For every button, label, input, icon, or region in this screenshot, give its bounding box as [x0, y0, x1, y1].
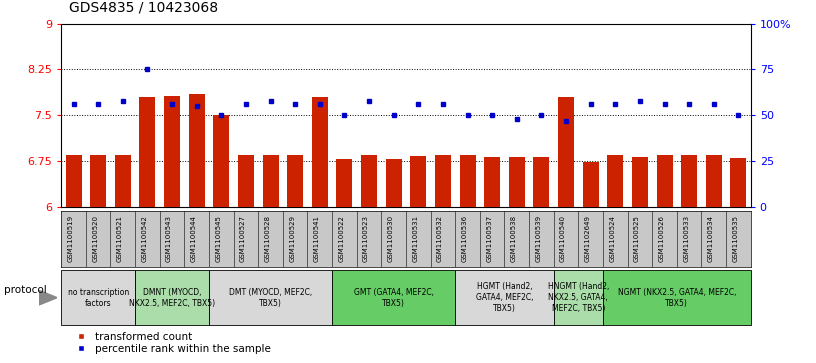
Bar	[435, 155, 451, 207]
Bar	[534, 157, 549, 207]
Bar	[312, 97, 328, 207]
Bar	[607, 155, 623, 207]
Bar	[140, 97, 155, 207]
Text: DMNT (MYOCD,
NKX2.5, MEF2C, TBX5): DMNT (MYOCD, NKX2.5, MEF2C, TBX5)	[129, 287, 215, 308]
Text: NGMT (NKX2.5, GATA4, MEF2C,
TBX5): NGMT (NKX2.5, GATA4, MEF2C, TBX5)	[618, 287, 736, 308]
Text: GSM1100535: GSM1100535	[733, 215, 738, 262]
Text: GSM1100521: GSM1100521	[117, 215, 122, 262]
Text: GMT (GATA4, MEF2C,
TBX5): GMT (GATA4, MEF2C, TBX5)	[353, 287, 433, 308]
Text: GSM1100524: GSM1100524	[610, 215, 615, 262]
Bar	[632, 157, 648, 207]
Text: GSM1100529: GSM1100529	[289, 215, 295, 262]
Text: GSM1100522: GSM1100522	[339, 215, 344, 262]
Text: GSM1100541: GSM1100541	[314, 215, 320, 262]
Text: GSM1100533: GSM1100533	[683, 215, 690, 262]
Bar	[455, 270, 554, 325]
Text: GSM1100520: GSM1100520	[92, 215, 98, 262]
Text: GSM1100543: GSM1100543	[166, 215, 172, 262]
Text: GSM1100540: GSM1100540	[560, 215, 566, 262]
Text: GSM1100528: GSM1100528	[264, 215, 271, 262]
Text: GSM1100526: GSM1100526	[659, 215, 664, 262]
Bar	[558, 97, 574, 207]
Bar	[508, 157, 525, 207]
Bar	[164, 96, 180, 207]
Text: GSM1100519: GSM1100519	[68, 215, 73, 262]
Bar	[583, 162, 599, 207]
Bar	[90, 155, 106, 207]
Bar	[209, 270, 332, 325]
Text: GSM1100525: GSM1100525	[634, 215, 640, 262]
Text: GSM1100536: GSM1100536	[462, 215, 468, 262]
Bar	[188, 94, 205, 207]
Bar	[706, 155, 722, 207]
Text: GSM1100532: GSM1100532	[437, 215, 443, 262]
Bar	[332, 270, 455, 325]
Bar	[386, 159, 401, 207]
Text: no transcription
factors: no transcription factors	[68, 287, 129, 308]
Text: GDS4835 / 10423068: GDS4835 / 10423068	[69, 0, 219, 15]
Text: GSM1100530: GSM1100530	[388, 215, 393, 262]
Polygon shape	[39, 290, 57, 305]
Bar	[361, 155, 377, 207]
Bar	[657, 155, 672, 207]
Text: GSM1100527: GSM1100527	[240, 215, 246, 262]
Bar	[410, 156, 426, 207]
Bar	[61, 270, 135, 325]
Text: GSM1102649: GSM1102649	[584, 215, 591, 262]
Bar	[554, 270, 603, 325]
Bar	[603, 270, 751, 325]
Text: GSM1100523: GSM1100523	[363, 215, 369, 262]
Text: GSM1100542: GSM1100542	[141, 215, 148, 262]
Bar	[263, 155, 278, 207]
Text: GSM1100539: GSM1100539	[535, 215, 541, 262]
Text: GSM1100545: GSM1100545	[215, 215, 221, 262]
Bar	[213, 115, 229, 207]
Text: HGMT (Hand2,
GATA4, MEF2C,
TBX5): HGMT (Hand2, GATA4, MEF2C, TBX5)	[476, 282, 533, 313]
Text: DMT (MYOCD, MEF2C,
TBX5): DMT (MYOCD, MEF2C, TBX5)	[229, 287, 313, 308]
Legend: transformed count, percentile rank within the sample: transformed count, percentile rank withi…	[66, 327, 274, 358]
Bar	[287, 155, 304, 207]
Text: GSM1100534: GSM1100534	[707, 215, 714, 262]
Text: GSM1100544: GSM1100544	[191, 215, 197, 262]
Text: GSM1100538: GSM1100538	[511, 215, 517, 262]
Text: GSM1100531: GSM1100531	[412, 215, 419, 262]
Bar	[484, 157, 500, 207]
Bar	[115, 155, 131, 207]
Bar	[238, 155, 254, 207]
Text: protocol: protocol	[4, 285, 47, 295]
Bar	[336, 159, 353, 207]
Bar	[459, 155, 476, 207]
Text: GSM1100537: GSM1100537	[486, 215, 492, 262]
Bar	[135, 270, 209, 325]
Bar	[730, 158, 747, 207]
Bar	[65, 155, 82, 207]
Text: HNGMT (Hand2,
NKX2.5, GATA4,
MEF2C, TBX5): HNGMT (Hand2, NKX2.5, GATA4, MEF2C, TBX5…	[548, 282, 609, 313]
Bar	[681, 155, 697, 207]
